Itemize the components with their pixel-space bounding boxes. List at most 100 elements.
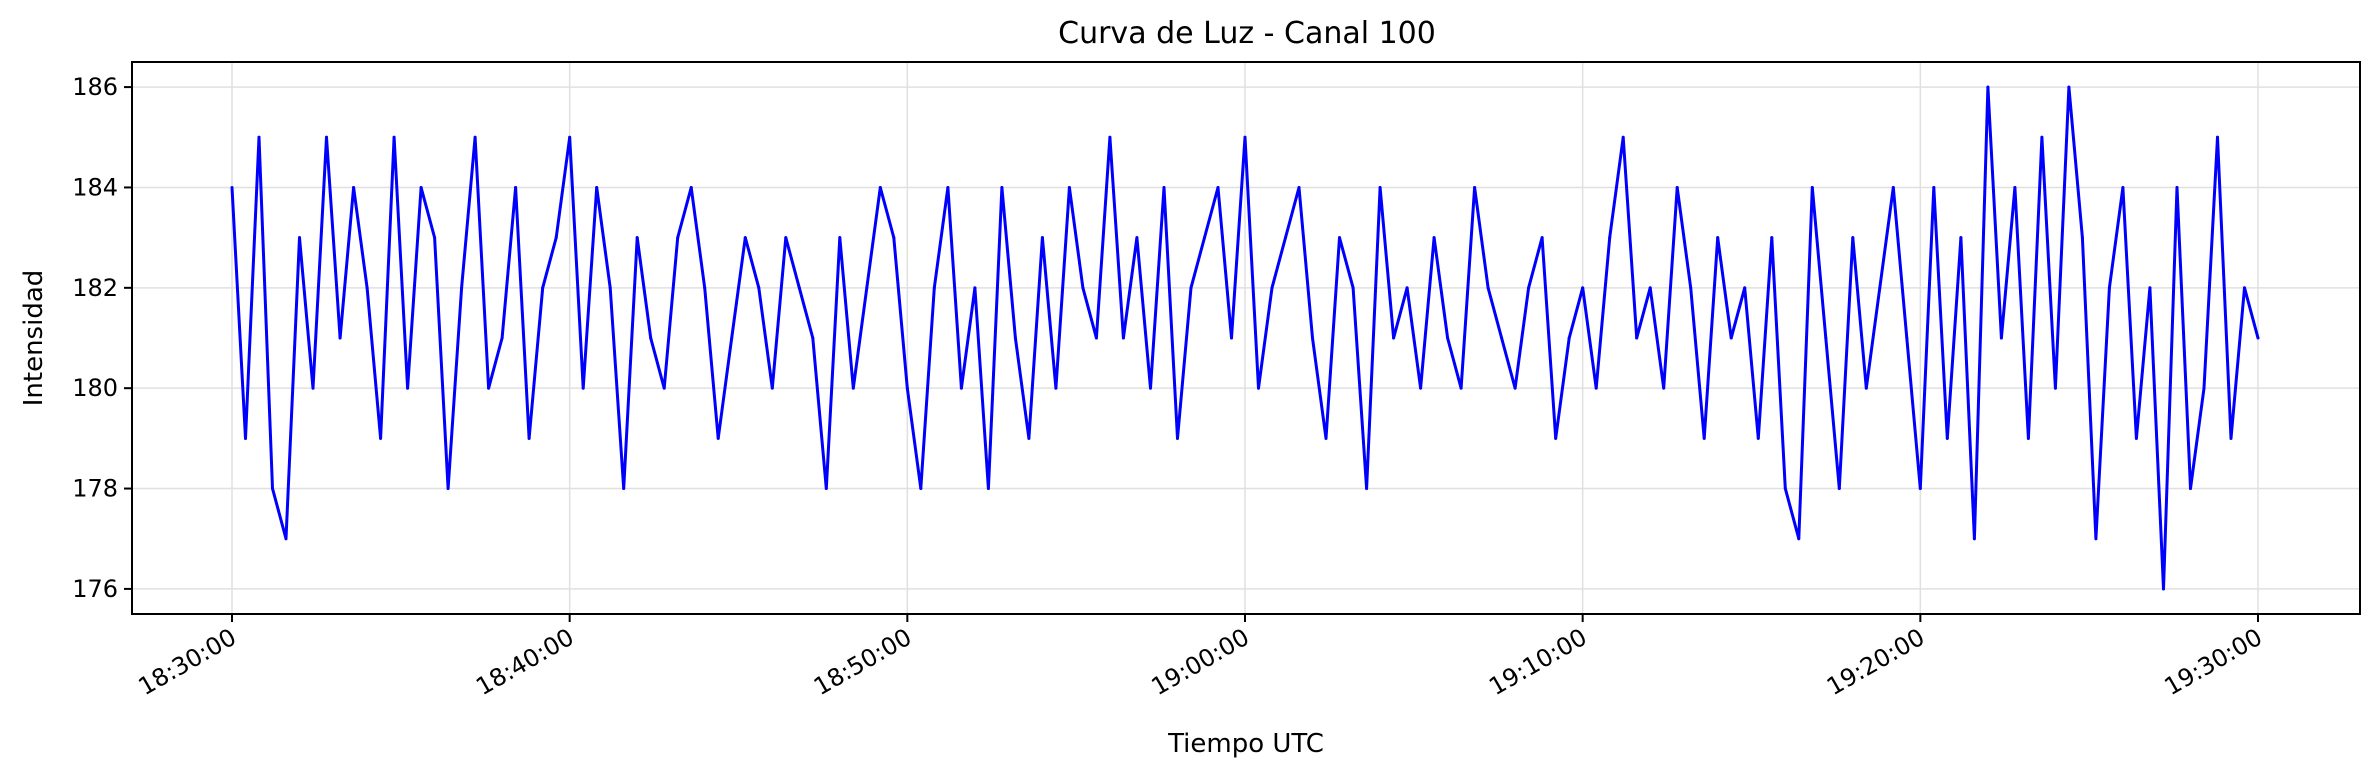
- data-point: [1392, 336, 1396, 340]
- data-point: [230, 185, 234, 189]
- data-point: [797, 286, 801, 290]
- data-point: [865, 286, 869, 290]
- x-axis-label: Tiempo UTC: [1167, 729, 1324, 759]
- data-point: [811, 336, 815, 340]
- data-point: [1500, 336, 1504, 340]
- data-point: [1040, 236, 1044, 240]
- x-tick-label: 18:50:00: [809, 623, 916, 701]
- data-point: [1175, 436, 1179, 440]
- data-point: [757, 286, 761, 290]
- data-point: [1432, 236, 1436, 240]
- chart-title: Curva de Luz - Canal 100: [1058, 16, 1436, 51]
- data-point: [1486, 286, 1490, 290]
- data-point: [1459, 386, 1463, 390]
- data-point: [662, 386, 666, 390]
- data-point: [1945, 436, 1949, 440]
- data-point: [905, 386, 909, 390]
- data-point: [1229, 336, 1233, 340]
- x-tick-label: 19:20:00: [1822, 623, 1929, 701]
- data-point: [2067, 85, 2071, 89]
- data-point: [2121, 185, 2125, 189]
- data-point: [1162, 185, 1166, 189]
- data-point: [1446, 336, 1450, 340]
- data-point: [244, 436, 248, 440]
- data-point: [1581, 286, 1585, 290]
- data-point: [460, 286, 464, 290]
- data-point: [1675, 185, 1679, 189]
- data-point: [568, 135, 572, 139]
- data-point: [689, 185, 693, 189]
- data-point: [932, 286, 936, 290]
- data-point: [608, 286, 612, 290]
- x-tick-label: 19:30:00: [2160, 623, 2267, 701]
- data-point: [500, 336, 504, 340]
- data-point: [365, 286, 369, 290]
- data-point: [1743, 286, 1747, 290]
- data-point: [1986, 85, 1990, 89]
- data-point: [1257, 386, 1261, 390]
- data-point: [851, 386, 855, 390]
- data-point: [1121, 336, 1125, 340]
- series-group: [230, 85, 2260, 591]
- x-tick-label: 19:10:00: [1484, 623, 1591, 701]
- data-point: [1013, 336, 1017, 340]
- x-tick-label: 19:00:00: [1147, 623, 1254, 701]
- data-point: [325, 135, 329, 139]
- data-point: [770, 386, 774, 390]
- data-point: [1959, 236, 1963, 240]
- data-point: [1216, 185, 1220, 189]
- data-point: [392, 135, 396, 139]
- data-point: [1202, 236, 1206, 240]
- data-point: [1108, 135, 1112, 139]
- data-point: [1324, 436, 1328, 440]
- data-point: [946, 185, 950, 189]
- data-point: [2080, 236, 2084, 240]
- data-point: [406, 386, 410, 390]
- data-point: [446, 487, 450, 491]
- data-point: [1270, 286, 1274, 290]
- data-point: [1405, 286, 1409, 290]
- data-point: [352, 185, 356, 189]
- data-point: [676, 236, 680, 240]
- data-point: [419, 185, 423, 189]
- data-point: [298, 236, 302, 240]
- data-point: [1365, 487, 1369, 491]
- data-point: [1000, 185, 1004, 189]
- data-point: [1513, 386, 1517, 390]
- data-point: [595, 185, 599, 189]
- x-tick-label: 18:30:00: [134, 623, 241, 701]
- data-point: [1810, 185, 1814, 189]
- data-point: [1972, 537, 1976, 541]
- data-point: [635, 236, 639, 240]
- data-point: [2161, 587, 2165, 591]
- data-point: [716, 436, 720, 440]
- data-point: [473, 135, 477, 139]
- data-point: [1716, 236, 1720, 240]
- data-point: [527, 436, 531, 440]
- y-tick-label: 186: [72, 73, 118, 101]
- data-point: [2188, 487, 2192, 491]
- data-point: [1918, 487, 1922, 491]
- data-point: [1864, 386, 1868, 390]
- data-point: [1554, 436, 1558, 440]
- data-point: [1135, 236, 1139, 240]
- data-point: [1689, 286, 1693, 290]
- data-point: [1067, 185, 1071, 189]
- data-point: [1662, 386, 1666, 390]
- data-point: [1284, 236, 1288, 240]
- data-point: [2040, 135, 2044, 139]
- data-point: [514, 185, 518, 189]
- data-point: [2053, 386, 2057, 390]
- data-point: [541, 286, 545, 290]
- data-point: [838, 236, 842, 240]
- data-point: [1540, 236, 1544, 240]
- data-point: [1905, 336, 1909, 340]
- data-point: [2242, 286, 2246, 290]
- x-axis: 18:30:00 18:40:00 18:50:00 19:00:00 19:10:00…: [134, 614, 2267, 701]
- data-point: [257, 135, 261, 139]
- data-point: [433, 236, 437, 240]
- data-point: [1756, 436, 1760, 440]
- y-axis: 176 178 180 182 184 186: [72, 73, 132, 603]
- data-point: [338, 336, 342, 340]
